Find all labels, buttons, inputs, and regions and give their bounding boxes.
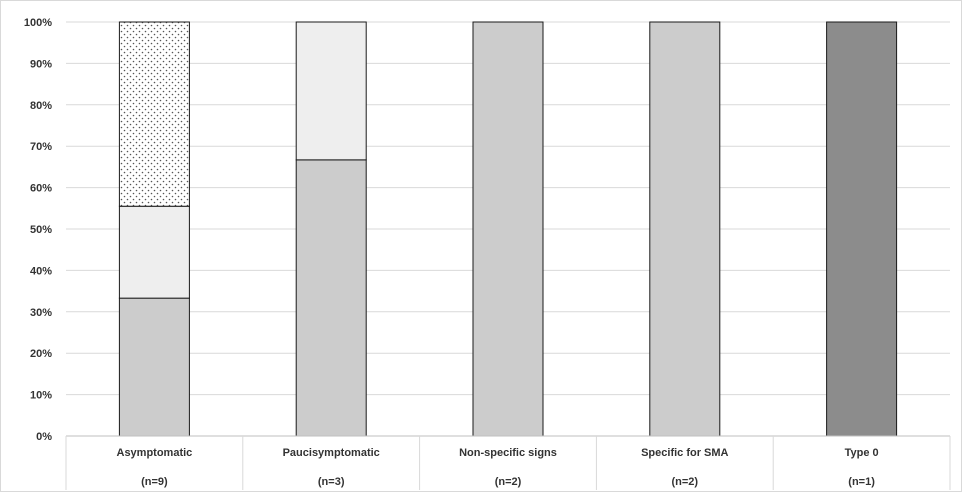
category-label: Non-specific signs [459, 447, 557, 459]
y-tick-label: 80% [30, 100, 52, 112]
bar-segment [295, 21, 367, 161]
y-tick-label: 40% [30, 265, 52, 277]
bar-segment [826, 21, 898, 437]
y-tick-label: 30% [30, 307, 52, 319]
y-tick-label: 20% [30, 348, 52, 360]
y-tick-label: 60% [30, 183, 52, 195]
y-tick-label: 100% [24, 17, 52, 29]
category-label: Type 0 [845, 447, 879, 459]
y-tick-label: 70% [30, 141, 52, 153]
y-tick-label: 10% [30, 390, 52, 402]
category-count-label: (n=2) [672, 476, 699, 488]
category-count-label: (n=9) [141, 476, 168, 488]
bar-segment [472, 21, 544, 437]
category-label: Paucisymptomatic [283, 447, 380, 459]
y-tick-label: 0% [36, 431, 52, 443]
category-axis-table: Asymptomatic (n=9) Paucisymptomatic (n=3) No… [65, 435, 951, 490]
category-label: Specific for SMA [641, 447, 728, 459]
bars [118, 21, 898, 437]
bar-segment [295, 159, 367, 437]
bar-segment [118, 205, 190, 299]
y-tick-label: 90% [30, 58, 52, 70]
bar-segment [649, 21, 721, 437]
category-label: Asymptomatic [117, 447, 193, 459]
category-count-label: (n=2) [495, 476, 522, 488]
category-count-label: (n=3) [318, 476, 345, 488]
category-count-label: (n=1) [848, 476, 875, 488]
bar-segment [118, 297, 190, 437]
bar-segment [118, 21, 190, 207]
y-axis-ticks: 0% 10% 20% 30% 40% 50% 60% 70% 80% 90% 100% [24, 17, 52, 443]
y-tick-label: 50% [30, 224, 52, 236]
